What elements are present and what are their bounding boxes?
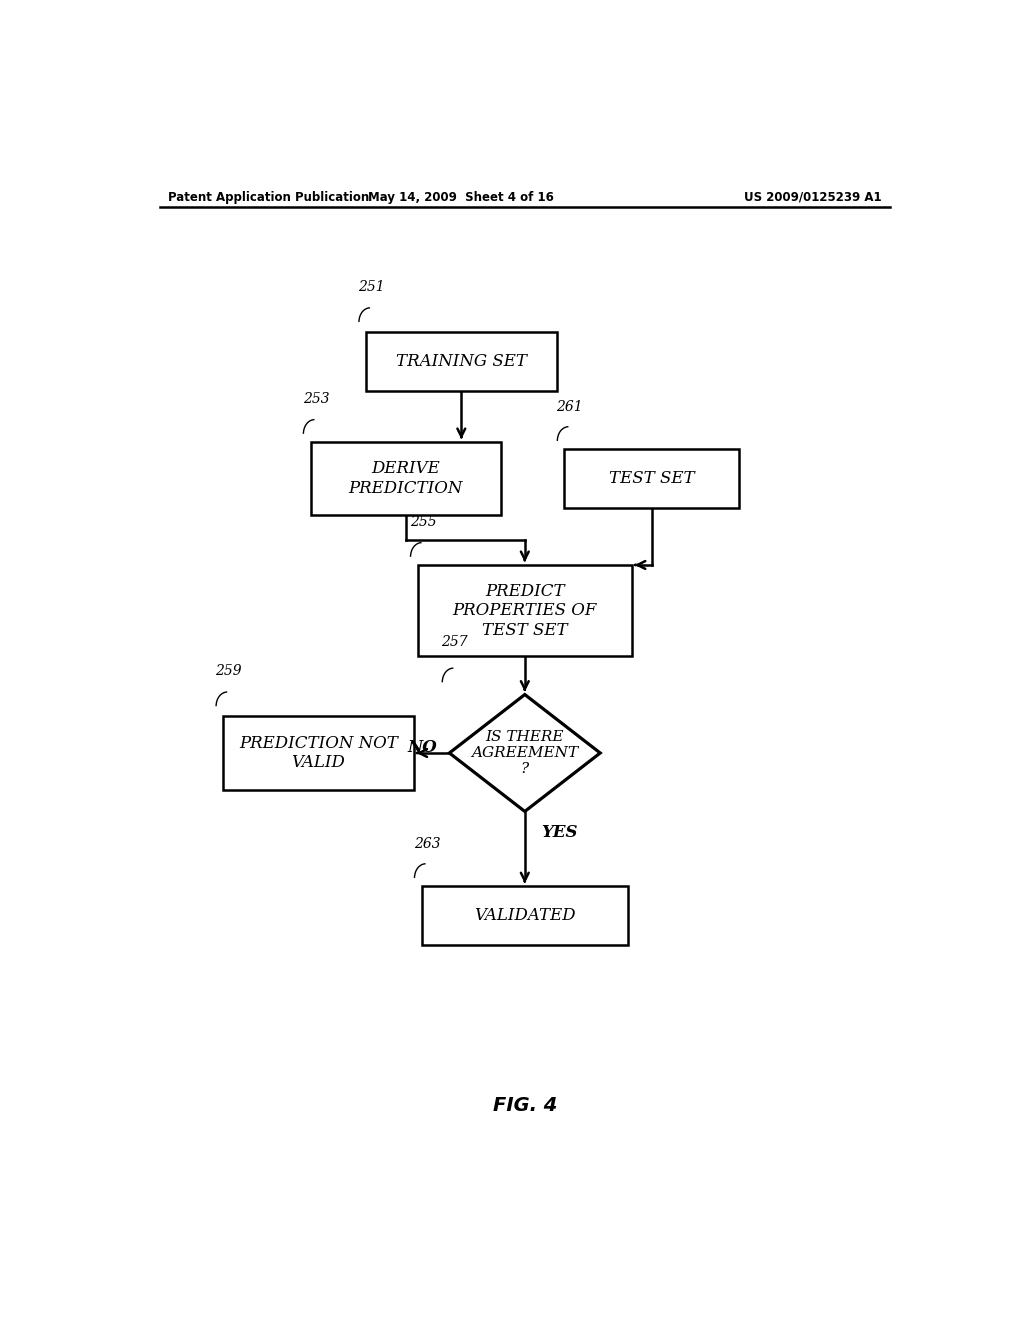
Bar	[310, 442, 501, 515]
Bar	[422, 886, 628, 945]
Text: DERIVE
PREDICTION: DERIVE PREDICTION	[348, 461, 463, 496]
Text: 263: 263	[414, 837, 440, 850]
Text: Patent Application Publication: Patent Application Publication	[168, 190, 369, 203]
Text: IS THERE
AGREEMENT
?: IS THERE AGREEMENT ?	[471, 730, 579, 776]
Text: 251: 251	[358, 280, 385, 293]
Text: May 14, 2009  Sheet 4 of 16: May 14, 2009 Sheet 4 of 16	[369, 190, 554, 203]
Bar	[223, 717, 414, 789]
Text: PREDICTION NOT
VALID: PREDICTION NOT VALID	[239, 735, 398, 771]
Bar	[367, 333, 557, 391]
Text: 259: 259	[215, 664, 242, 677]
Text: 257: 257	[441, 635, 468, 649]
Text: TRAINING SET: TRAINING SET	[396, 354, 526, 370]
Text: 255: 255	[410, 515, 436, 529]
Text: VALIDATED: VALIDATED	[474, 907, 575, 924]
Polygon shape	[450, 694, 600, 812]
Text: YES: YES	[541, 824, 578, 841]
Text: NO: NO	[408, 739, 437, 756]
Text: US 2009/0125239 A1: US 2009/0125239 A1	[744, 190, 882, 203]
Text: PREDICT
PROPERTIES OF
TEST SET: PREDICT PROPERTIES OF TEST SET	[453, 582, 597, 639]
Text: 253: 253	[303, 392, 330, 407]
Text: 261: 261	[557, 400, 584, 413]
Bar	[564, 449, 739, 508]
Text: TEST SET: TEST SET	[609, 470, 694, 487]
Bar	[418, 565, 632, 656]
Text: FIG. 4: FIG. 4	[493, 1096, 557, 1115]
